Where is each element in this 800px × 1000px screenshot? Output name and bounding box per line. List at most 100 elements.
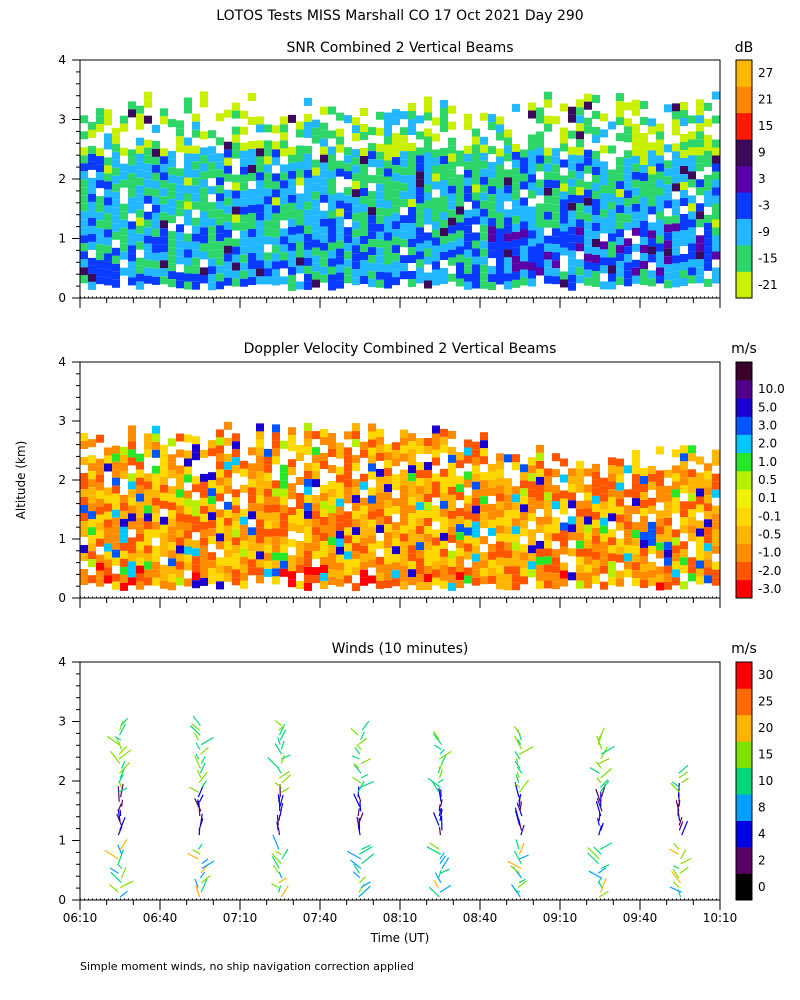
snr-cell bbox=[376, 263, 384, 272]
snr-cell bbox=[680, 150, 688, 158]
snr-cell bbox=[680, 118, 688, 126]
snr-cell bbox=[560, 199, 568, 208]
velocity-cell bbox=[248, 495, 256, 504]
snr-cell bbox=[400, 199, 408, 208]
snr-cell bbox=[680, 174, 688, 182]
snr-cell bbox=[296, 201, 304, 210]
velocity-cell bbox=[384, 460, 392, 469]
snr-cell bbox=[704, 118, 712, 127]
snr-cell bbox=[392, 181, 400, 190]
snr-cell bbox=[208, 266, 216, 275]
velocity-cell bbox=[232, 489, 240, 498]
snr-cell bbox=[648, 246, 656, 255]
velocity-cell bbox=[216, 517, 224, 526]
snr-cell bbox=[104, 253, 112, 262]
velocity-cell bbox=[568, 476, 576, 485]
velocity-cell bbox=[144, 545, 152, 554]
snr-cell bbox=[152, 228, 160, 237]
velocity-cell bbox=[304, 478, 312, 487]
snr-cell bbox=[440, 252, 448, 260]
velocity-cell bbox=[672, 569, 680, 578]
snr-cell bbox=[200, 131, 208, 140]
velocity-cell bbox=[608, 497, 616, 506]
velocity-cell bbox=[608, 457, 616, 466]
velocity-cell bbox=[576, 468, 584, 477]
velocity-cell bbox=[264, 512, 272, 521]
velocity-cell bbox=[128, 513, 136, 522]
snr-cell bbox=[648, 206, 656, 215]
snr-cell bbox=[688, 195, 696, 204]
snr-cell bbox=[392, 237, 400, 246]
snr-cell bbox=[664, 200, 672, 209]
velocity-cell bbox=[120, 534, 128, 543]
snr-cell bbox=[312, 271, 320, 280]
snr-cell bbox=[552, 156, 560, 165]
snr-cell bbox=[384, 192, 392, 201]
velocity-cell bbox=[120, 582, 128, 591]
snr-cell bbox=[496, 268, 504, 277]
velocity-cell bbox=[616, 466, 624, 475]
snr-cell bbox=[328, 250, 336, 259]
snr-cell bbox=[352, 189, 360, 198]
wind-barb bbox=[597, 817, 600, 826]
velocity-cell bbox=[88, 455, 96, 464]
velocity-cell bbox=[648, 481, 656, 490]
snr-cell bbox=[456, 222, 464, 231]
winds-x-tick-label: 07:40 bbox=[303, 911, 338, 925]
velocity-cell bbox=[264, 496, 272, 505]
snr-cell bbox=[672, 215, 680, 224]
snr-cell bbox=[192, 153, 200, 162]
velocity-cell bbox=[560, 538, 568, 547]
velocity-cell bbox=[256, 455, 264, 464]
snr-cell bbox=[464, 161, 472, 170]
velocity-cell bbox=[104, 535, 112, 544]
snr-cell bbox=[624, 126, 632, 135]
snr-cell bbox=[184, 161, 192, 170]
snr-cell bbox=[152, 204, 160, 213]
velocity-cell bbox=[248, 559, 256, 568]
wind-barb bbox=[118, 745, 128, 755]
velocity-cell bbox=[120, 526, 128, 535]
velocity-cell bbox=[152, 521, 160, 530]
velocity-cell bbox=[632, 450, 640, 459]
snr-cell bbox=[384, 216, 392, 225]
snr-cell bbox=[232, 190, 240, 199]
snr-cell bbox=[360, 164, 368, 172]
velocity-cell bbox=[328, 569, 336, 577]
snr-cell bbox=[512, 263, 520, 272]
velocity-cell bbox=[600, 533, 608, 542]
snr-cell bbox=[352, 149, 360, 158]
velocity-cell bbox=[408, 537, 416, 546]
velocity-cell bbox=[448, 510, 456, 519]
velocity-cell bbox=[224, 477, 232, 486]
velocity-cell bbox=[208, 552, 216, 561]
velocity-cell bbox=[320, 437, 328, 445]
snr-cell bbox=[272, 221, 280, 230]
snr-colorbar-swatch bbox=[736, 218, 752, 246]
velocity-cell bbox=[472, 457, 480, 466]
wind-barb bbox=[517, 739, 522, 745]
snr-cell bbox=[632, 163, 640, 172]
snr-cell bbox=[280, 148, 288, 157]
velocity-cell bbox=[440, 556, 448, 565]
snr-cell bbox=[704, 102, 712, 111]
snr-cell bbox=[528, 214, 536, 223]
velocity-cell bbox=[176, 537, 184, 546]
velocity-cell bbox=[400, 517, 408, 526]
snr-cell bbox=[240, 142, 248, 151]
snr-cell bbox=[608, 241, 616, 250]
snr-cell bbox=[664, 192, 672, 201]
velocity-cell bbox=[80, 545, 88, 553]
snr-cell bbox=[296, 121, 304, 130]
wind-profile bbox=[267, 720, 292, 898]
wind-barb bbox=[519, 745, 534, 755]
snr-cell bbox=[288, 154, 296, 163]
velocity-cell bbox=[712, 473, 720, 482]
snr-cell bbox=[192, 113, 200, 122]
wind-barb bbox=[121, 799, 124, 807]
velocity-cell bbox=[224, 437, 232, 446]
snr-cell bbox=[464, 217, 472, 226]
velocity-cell bbox=[592, 471, 600, 480]
snr-cell bbox=[640, 245, 648, 253]
snr-cell bbox=[552, 268, 560, 277]
